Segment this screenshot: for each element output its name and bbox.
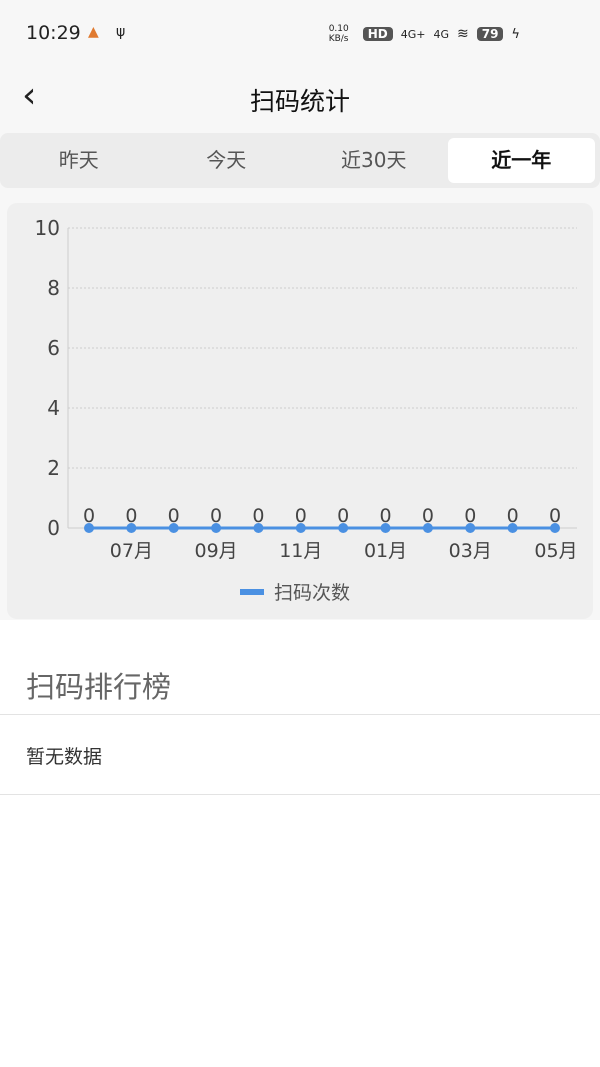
signal-icon: 4G <box>433 27 449 41</box>
y-tick-label: 10 <box>35 216 60 240</box>
period-tabs: 昨天 今天 近30天 近一年 <box>0 133 600 188</box>
y-tick-label: 6 <box>47 336 60 360</box>
data-label: 0 <box>507 505 519 527</box>
data-label: 0 <box>379 505 391 527</box>
data-point <box>338 523 349 533</box>
data-label: 0 <box>83 505 95 527</box>
data-point <box>465 523 476 533</box>
ranking-title: 扫码排行榜 <box>26 670 172 704</box>
data-label: 0 <box>464 505 476 527</box>
data-label: 0 <box>549 505 561 527</box>
divider <box>0 714 600 715</box>
signal-icon: 4G+ <box>400 27 426 41</box>
data-point <box>168 523 179 533</box>
data-point <box>253 523 264 533</box>
y-tick-label: 8 <box>47 276 60 300</box>
line-chart: 0 2 4 6 8 10 0 0 0 0 0 0 0 0 0 0 0 0 07月 09月 11月 01月 03月 05月扫码次… <box>35 216 578 604</box>
data-label: 0 <box>210 505 222 527</box>
page-title: 扫码统计 <box>249 87 350 116</box>
back-button[interactable]: ‹ <box>22 78 36 114</box>
status-time: 10:29 <box>26 22 81 44</box>
y-tick-label: 4 <box>47 396 60 420</box>
tab-yesterday[interactable]: 昨天 <box>58 148 99 172</box>
data-label: 0 <box>125 505 137 527</box>
data-point <box>295 523 306 533</box>
wifi-icon: ≋ <box>456 26 469 42</box>
x-tick-label: 07月 <box>110 540 153 562</box>
status-bar: 10:29 ▲ ψ 0.10 KB/s HD 4G+ 4G ≋ 79 ϟ <box>26 22 520 50</box>
x-tick-label: 11月 <box>279 540 322 562</box>
data-point <box>211 523 222 533</box>
data-point <box>422 523 433 533</box>
empty-text: 暂无数据 <box>26 746 103 768</box>
x-tick-label: 01月 <box>364 540 407 562</box>
data-label: 0 <box>252 505 264 527</box>
x-tick-label: 09月 <box>194 540 237 562</box>
charging-icon: ϟ <box>511 26 520 42</box>
legend-swatch <box>240 589 264 595</box>
data-point <box>84 523 94 533</box>
data-label: 0 <box>337 505 349 527</box>
y-tick-label: 0 <box>47 516 60 540</box>
battery-icon: 79 <box>476 27 504 41</box>
data-point <box>507 523 518 533</box>
data-point <box>126 523 137 533</box>
legend-label: 扫码次数 <box>274 582 350 604</box>
tab-30-days[interactable]: 近30天 <box>341 148 407 172</box>
nav-bar: ‹ 扫码统计 <box>0 70 600 125</box>
tab-year[interactable]: 近一年 <box>447 138 595 183</box>
x-tick-label: 05月 <box>534 540 577 562</box>
usb-icon: ψ <box>116 24 126 40</box>
tab-today[interactable]: 今天 <box>206 148 247 172</box>
net-speed: 0.10 KB/s <box>328 24 349 44</box>
hd-icon: HD <box>362 27 393 41</box>
location-app-icon: ▲ <box>88 24 99 40</box>
data-label: 0 <box>295 505 307 527</box>
x-tick-label: 03月 <box>449 540 492 562</box>
data-point <box>550 523 560 533</box>
divider <box>0 794 600 795</box>
chevron-left-icon: ‹ <box>22 75 37 116</box>
data-point <box>380 523 391 533</box>
data-label: 0 <box>422 505 434 527</box>
y-tick-label: 2 <box>47 456 60 480</box>
data-label: 0 <box>168 505 180 527</box>
chart-card <box>7 203 593 619</box>
